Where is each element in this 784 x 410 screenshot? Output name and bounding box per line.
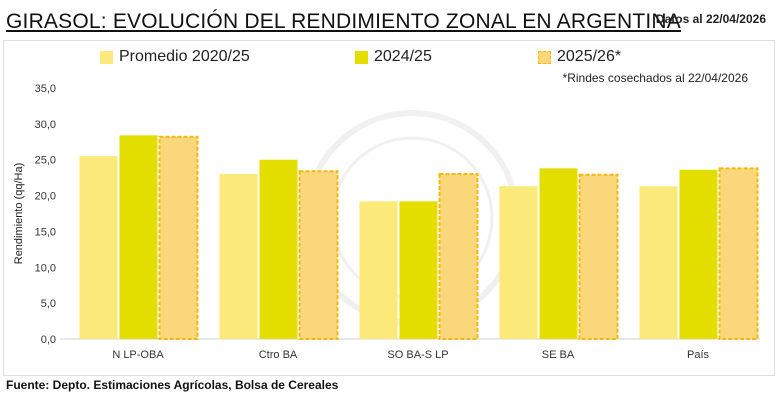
- y-tick-label: 20,0: [35, 191, 56, 203]
- chart-title: GIRASOL: EVOLUCIÓN DEL RENDIMIENTO ZONAL…: [6, 10, 681, 33]
- legend-swatch: [538, 50, 551, 64]
- y-tick-label: 5,0: [41, 298, 56, 310]
- date-note: Datos al 22/04/2026: [655, 12, 766, 26]
- y-tick-label: 10,0: [35, 262, 56, 274]
- bar-2024-25: [399, 201, 438, 339]
- y-tick-label: 0,0: [41, 334, 56, 346]
- x-tick-label: Ctro BA: [259, 349, 298, 361]
- bar-2024-25: [539, 168, 578, 339]
- legend-swatch: [100, 50, 113, 64]
- legend-label: Promedio 2020/25: [119, 48, 250, 65]
- bar-promedio-2020-25: [359, 201, 398, 339]
- y-axis-label: Rendimiento (qq/Ha): [13, 163, 25, 265]
- bar-2024-25: [679, 169, 718, 339]
- x-tick-label: SE BA: [542, 349, 575, 361]
- legend-item-promedio: Promedio 2020/25: [100, 48, 250, 66]
- bar-2025-26-: [298, 170, 339, 340]
- bar-promedio-2020-25: [499, 186, 538, 339]
- x-tick-label: N LP-OBA: [112, 349, 164, 361]
- x-tick-label: País: [687, 349, 710, 361]
- y-tick-label: 15,0: [35, 226, 56, 238]
- bar-2025-26-: [718, 167, 759, 340]
- legend-label: 2024/25: [374, 48, 432, 65]
- legend-label: 2025/26*: [557, 48, 622, 65]
- bar-promedio-2020-25: [79, 156, 118, 339]
- y-tick-label: 25,0: [35, 155, 56, 167]
- chart-frame: [3, 40, 775, 376]
- y-tick-label: 35,0: [35, 83, 56, 95]
- y-tick-label: 30,0: [35, 119, 56, 131]
- bar-2025-26-: [578, 173, 619, 340]
- legend-swatch: [355, 50, 368, 64]
- x-tick-label: SO BA-S LP: [387, 349, 448, 361]
- bar-2024-25: [259, 159, 298, 339]
- footnote: *Rindes cosechados al 22/04/2026: [562, 71, 748, 85]
- bar-promedio-2020-25: [639, 186, 678, 339]
- bar-2024-25: [119, 135, 158, 339]
- bar-2025-26-: [158, 135, 199, 340]
- source-note: Fuente: Depto. Estimaciones Agrícolas, B…: [6, 378, 339, 392]
- bar-promedio-2020-25: [219, 174, 258, 339]
- bar-2025-26-: [438, 173, 479, 340]
- legend-item-2024-25: 2024/25: [355, 48, 432, 66]
- legend-item-2025-26: 2025/26*: [538, 48, 621, 66]
